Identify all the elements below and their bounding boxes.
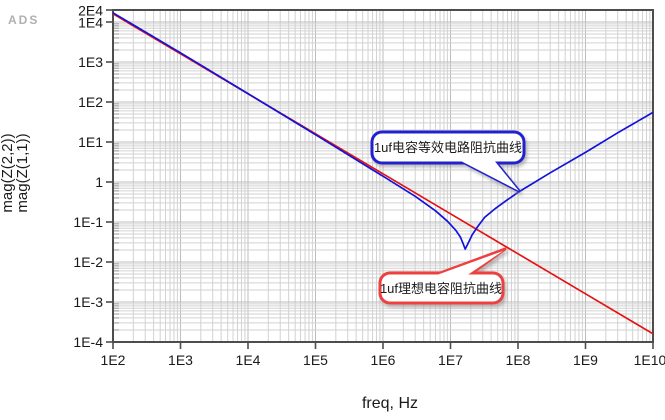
x-tick: 1E4 [236, 352, 261, 368]
callout-tail-cover [434, 251, 503, 276]
y-tick: 1E-1 [73, 214, 103, 230]
y-tick: 1E-3 [73, 294, 103, 310]
x-tick: 1E9 [573, 352, 598, 368]
callout-bubble [378, 271, 505, 305]
x-tick: 1E3 [168, 352, 193, 368]
y-tick: 1E1 [78, 134, 103, 150]
callout-tail-cover [457, 159, 519, 191]
equivalent-circuit-curve[interactable] [112, 12, 654, 250]
callout-ideal-capacitor[interactable]: 1uf理想电容阻抗曲线 [378, 247, 507, 305]
y-tick: 1E4 [78, 15, 103, 31]
trace-label-magZ22[interactable]: mag(Z(2,2)) [0, 133, 16, 212]
x-axis-tick-labels: 1E2 1E3 1E4 1E5 1E6 1E7 1E8 1E9 1E10 [101, 352, 665, 368]
x-tick: 1E10 [634, 352, 665, 368]
y-tick: 1E2 [78, 94, 103, 110]
ads-logo: ADS [8, 13, 40, 27]
y-tick: 1E3 [78, 54, 103, 70]
x-tick: 1E8 [506, 352, 531, 368]
callout-equivalent-circuit[interactable]: 1uf电容等效电路阻抗曲线 [370, 130, 526, 193]
x-tick: 1E2 [101, 352, 126, 368]
axis-tick-marks [106, 9, 654, 349]
grid-lines [113, 10, 653, 342]
x-tick: 1E5 [303, 352, 328, 368]
callout-bubble [370, 130, 526, 165]
x-axis-title: freq, Hz [362, 395, 418, 412]
callout-equivalent-text: 1uf电容等效电路阻抗曲线 [374, 140, 522, 155]
trace-label-magZ11[interactable]: mag(Z(1,1)) [14, 133, 31, 212]
y-tick: 1 [95, 174, 103, 190]
y-tick: 2E4 [78, 3, 103, 19]
x-tick: 1E7 [438, 352, 463, 368]
y-tick: 1E-4 [73, 334, 103, 350]
x-tick: 1E6 [371, 352, 396, 368]
callout-ideal-text: 1uf理想电容阻抗曲线 [380, 281, 502, 296]
y-tick: 1E-2 [73, 254, 103, 270]
y-axis-tick-labels: 2E4 1E4 1E3 1E2 1E1 1 1E-1 1E-2 1E-3 1E-… [73, 3, 103, 351]
